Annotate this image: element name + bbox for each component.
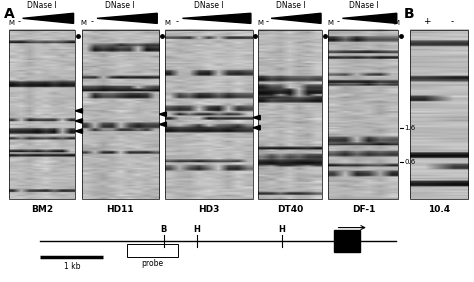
Text: DT40: DT40 [277, 205, 303, 214]
Text: DF-1: DF-1 [352, 205, 375, 214]
Text: M: M [9, 20, 14, 26]
Text: -: - [176, 17, 179, 26]
Bar [410, 30, 468, 199]
Text: -: - [17, 17, 20, 26]
Text: DNase I: DNase I [348, 1, 378, 10]
Text: M: M [257, 20, 263, 26]
Text: HD3: HD3 [198, 205, 219, 214]
Text: +: + [423, 17, 430, 26]
Text: DNase I: DNase I [194, 1, 224, 10]
Text: DNase I: DNase I [105, 1, 135, 10]
Text: -: - [91, 17, 94, 26]
Polygon shape [159, 122, 166, 127]
Text: BM2: BM2 [31, 205, 53, 214]
Polygon shape [253, 115, 260, 120]
Text: -: - [337, 17, 340, 26]
Text: probe: probe [141, 259, 164, 268]
Text: H: H [279, 225, 285, 234]
Text: 10.4: 10.4 [428, 205, 450, 214]
Polygon shape [23, 13, 73, 23]
Text: 1 kb: 1 kb [64, 262, 80, 271]
Bar [82, 30, 159, 199]
Text: M: M [164, 20, 171, 26]
Text: HD11: HD11 [106, 205, 134, 214]
Bar [9, 30, 75, 199]
Bar [127, 244, 178, 257]
Polygon shape [75, 129, 82, 133]
Bar [258, 30, 322, 199]
Polygon shape [182, 13, 251, 23]
Polygon shape [271, 13, 321, 23]
Text: -: - [266, 17, 269, 26]
Text: A: A [4, 7, 15, 21]
Text: DNase I: DNase I [275, 1, 305, 10]
Text: M: M [394, 20, 400, 26]
Text: M: M [81, 20, 87, 26]
Text: DNase I: DNase I [27, 1, 57, 10]
Bar [328, 30, 398, 199]
Polygon shape [253, 125, 260, 130]
Text: B: B [404, 7, 414, 21]
Text: -: - [450, 17, 454, 26]
Polygon shape [75, 109, 82, 113]
Bar [165, 30, 253, 199]
Text: 0.6: 0.6 [404, 158, 416, 165]
Polygon shape [75, 119, 82, 123]
Text: H: H [193, 225, 200, 234]
Text: B: B [160, 225, 167, 234]
Text: M: M [328, 20, 334, 26]
Polygon shape [97, 13, 157, 23]
Bar [334, 230, 360, 252]
Polygon shape [159, 112, 166, 116]
Polygon shape [342, 13, 397, 23]
Text: 1.6: 1.6 [404, 125, 416, 131]
